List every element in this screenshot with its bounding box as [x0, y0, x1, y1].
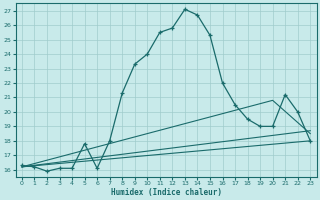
X-axis label: Humidex (Indice chaleur): Humidex (Indice chaleur) [111, 188, 221, 197]
